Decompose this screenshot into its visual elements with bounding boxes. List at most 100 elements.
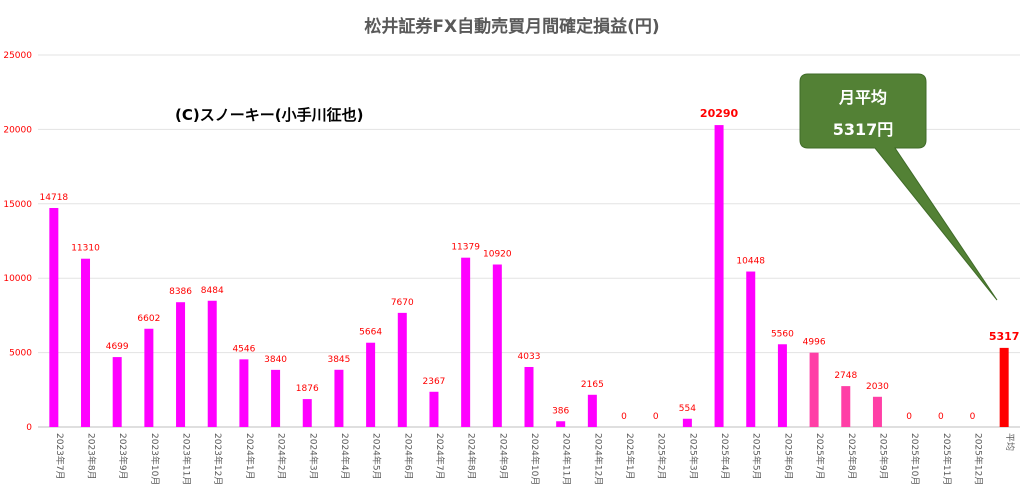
data-label: 0: [938, 412, 944, 422]
x-tick-label: 平均: [1004, 433, 1016, 451]
data-label: 2030: [866, 382, 889, 392]
x-tick-label: 2024年5月: [371, 433, 383, 480]
y-tick-label: 10000: [3, 274, 32, 284]
bar: [999, 347, 1009, 427]
bar: [872, 396, 882, 427]
bar: [207, 300, 217, 427]
data-label: 3840: [264, 355, 287, 365]
x-tick-label: 2025年4月: [719, 433, 731, 480]
data-label: 6602: [137, 314, 160, 324]
data-label: 3845: [327, 355, 350, 365]
bar: [429, 391, 439, 427]
x-tick-label: 2024年4月: [339, 433, 351, 480]
x-tick-label: 2025年9月: [877, 433, 889, 480]
bar: [682, 418, 692, 427]
callout-line-2: 5317円: [832, 120, 894, 139]
data-label: 11379: [451, 243, 480, 253]
x-tick-label: 2023年11月: [181, 433, 193, 484]
bar: [777, 344, 787, 427]
x-tick-label: 2024年11月: [561, 433, 573, 484]
copyright-text: (C)スノーキー(小手川征也): [175, 106, 364, 124]
bar: [112, 357, 122, 427]
data-label: 5664: [359, 328, 382, 338]
data-label: 11310: [71, 244, 100, 254]
data-label: 20290: [700, 107, 739, 120]
bar: [239, 359, 249, 427]
y-tick-label: 20000: [3, 125, 32, 135]
x-tick-label: 2025年12月: [972, 433, 984, 484]
bar: [492, 264, 502, 427]
data-label: 4996: [803, 338, 826, 348]
x-tick-label: 2023年8月: [86, 433, 98, 480]
bars: [49, 125, 1009, 427]
x-tick-label: 2024年6月: [402, 433, 414, 480]
data-label: 4546: [232, 344, 255, 354]
data-label: 10448: [736, 257, 765, 267]
data-label: 386: [552, 406, 569, 416]
data-label: 8386: [169, 287, 192, 297]
data-label: 4033: [518, 352, 541, 362]
data-label: 0: [621, 412, 627, 422]
data-label: 7670: [391, 298, 414, 308]
bar: [176, 302, 186, 427]
data-label: 8484: [201, 286, 224, 296]
bar: [524, 366, 534, 427]
bar: [841, 386, 851, 427]
data-label: 0: [906, 412, 912, 422]
bar: [271, 369, 281, 427]
x-tick-label: 2025年10月: [909, 433, 921, 484]
x-tick-label: 2024年1月: [244, 433, 256, 480]
x-tick-label: 2024年7月: [434, 433, 446, 480]
x-tick-label: 2025年6月: [782, 433, 794, 480]
bar: [587, 394, 597, 427]
x-tick-label: 2024年12月: [592, 433, 604, 484]
bar: [144, 328, 154, 427]
x-tick-label: 2023年9月: [117, 433, 129, 480]
data-label: 2165: [581, 380, 604, 390]
y-tick-label: 5000: [9, 349, 32, 359]
callout-line-1: 月平均: [838, 88, 887, 107]
bar: [49, 207, 59, 427]
data-label: 4699: [106, 342, 129, 352]
data-label: 5560: [771, 329, 794, 339]
data-label: 0: [970, 412, 976, 422]
x-tick-label: 2023年12月: [212, 433, 224, 484]
y-tick-label: 25000: [3, 51, 32, 61]
data-label: 0: [653, 412, 659, 422]
x-tick-label: 2024年8月: [466, 433, 478, 480]
x-axis: 2023年7月 2023年8月 2023年9月 2023年10月 2023年11月 202…: [54, 433, 1016, 484]
x-tick-label: 2025年7月: [814, 433, 826, 480]
x-tick-label: 2025年3月: [687, 433, 699, 480]
x-tick-label: 2024年9月: [497, 433, 509, 480]
x-tick-label: 2023年10月: [149, 433, 161, 484]
x-tick-label: 2025年1月: [624, 433, 636, 480]
bar: [366, 342, 376, 427]
y-axis: 0 5000 10000 15000 20000 25000: [3, 51, 32, 433]
y-tick-label: 0: [26, 423, 32, 433]
bar: [461, 257, 471, 427]
bar: [81, 258, 91, 427]
chart-title: 松井証券FX自動売買月間確定損益(円): [364, 17, 660, 37]
x-tick-label: 2023年7月: [54, 433, 66, 480]
x-tick-label: 2025年5月: [751, 433, 763, 480]
data-label: 10920: [483, 250, 512, 260]
x-tick-label: 2024年3月: [307, 433, 319, 480]
data-label: 2367: [423, 377, 446, 387]
x-tick-label: 2025年2月: [656, 433, 668, 480]
data-label: 554: [679, 404, 696, 414]
data-label: 1876: [296, 384, 319, 394]
bar: [809, 352, 819, 427]
bar: [397, 312, 407, 427]
bar: [302, 399, 312, 427]
data-labels: 14718 11310 4699 6602 8386 8484 4546 3840 1876 38…: [40, 107, 1020, 422]
x-tick-label: 2024年2月: [276, 433, 288, 480]
bar: [746, 271, 756, 427]
data-label: 5317: [989, 330, 1020, 343]
bar: [556, 421, 566, 427]
x-tick-label: 2024年10月: [529, 433, 541, 484]
bar: [334, 369, 344, 427]
data-label: 14718: [40, 193, 69, 203]
data-label: 2748: [834, 371, 857, 381]
x-tick-label: 2025年8月: [846, 433, 858, 480]
